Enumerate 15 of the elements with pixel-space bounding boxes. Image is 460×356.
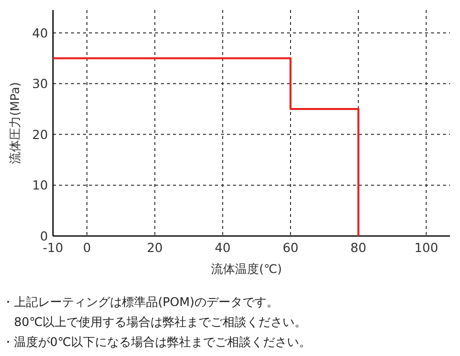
x-tick-label: 0 — [82, 240, 91, 255]
y-tick-label: 40 — [32, 25, 48, 40]
y-tick-label: 20 — [32, 126, 48, 142]
y-axis-title: 流体圧力(MPa) — [8, 82, 22, 164]
x-axis-title: 流体温度(℃) — [211, 262, 282, 276]
text: ・温度が0℃以下になる場合は弊社までご相談ください。 — [2, 335, 312, 349]
x-tick-label: 60 — [282, 240, 299, 255]
y-tick-label: 10 — [32, 178, 48, 193]
x-tick-label: 100 — [414, 240, 438, 255]
x-tick-label: 80 — [350, 240, 366, 255]
x-tick-label: 20 — [146, 240, 163, 255]
y-tick-label: 30 — [32, 76, 48, 92]
text: 80℃以上で使用する場合は弊社までご相談ください。 — [2, 315, 307, 329]
x-tick-label: 40 — [214, 240, 231, 255]
text: ・上記レーティングは標準品(POM)のデータです。 — [2, 295, 278, 309]
